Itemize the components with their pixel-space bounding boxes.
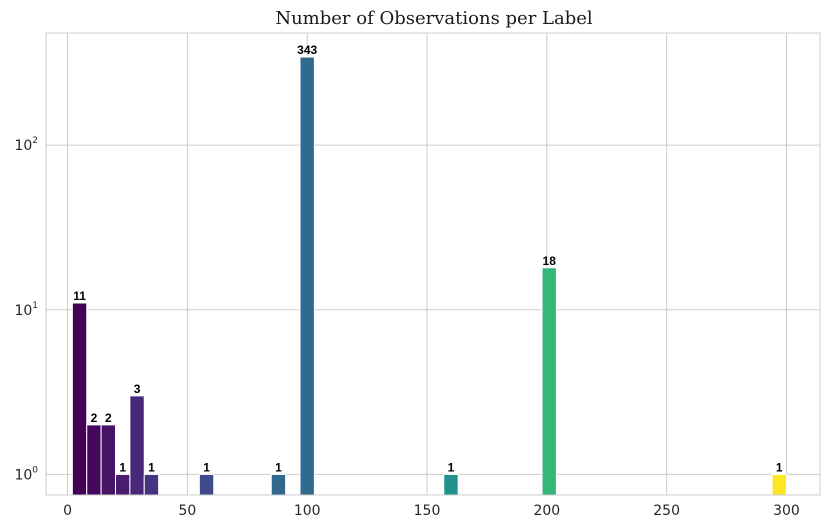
bar-value-label: 343: [297, 43, 317, 57]
x-tick-label: 300: [773, 503, 800, 519]
x-tick-label: 100: [294, 503, 321, 519]
bar-value-label: 1: [203, 460, 210, 474]
y-tick-exponent: 0: [32, 465, 38, 475]
x-tick-label: 150: [414, 503, 441, 519]
x-tick-label: 200: [533, 503, 560, 519]
bar: [270, 473, 287, 496]
bar: [443, 473, 459, 496]
x-tick-label: 50: [178, 503, 196, 519]
bar: [71, 302, 88, 496]
y-tick-label: 101: [14, 301, 38, 319]
bar: [100, 424, 116, 496]
x-axis: 0 50 100 150 200 250 300: [63, 503, 800, 519]
y-tick-base: 10: [14, 138, 32, 154]
bar: [198, 473, 215, 496]
chart-title: Number of Observations per Label: [275, 8, 593, 29]
bar-value-label: 11: [73, 289, 86, 303]
grid: [46, 33, 820, 495]
x-tick-label: 0: [63, 503, 72, 519]
x-tick-label: 250: [653, 503, 680, 519]
bar-value-label: 18: [543, 254, 557, 268]
bar-value-label: 2: [91, 411, 98, 425]
bar: [114, 473, 131, 496]
bar-value-label: 3: [134, 382, 141, 396]
bar-value-label: 1: [448, 460, 455, 474]
y-tick-exponent: 1: [32, 301, 38, 311]
y-tick-label: 100: [14, 465, 38, 483]
bar: [299, 56, 315, 496]
plot-frame: [45, 32, 821, 496]
bar: [771, 473, 787, 496]
bar: [143, 473, 160, 496]
y-tick-exponent: 2: [32, 136, 38, 146]
bar-value-label: 1: [148, 460, 155, 474]
bar: [541, 267, 557, 496]
bar-value-label: 2: [105, 411, 112, 425]
bar-value-label: 1: [275, 460, 282, 474]
bars: [71, 56, 787, 496]
bar-value-label: 1: [776, 460, 783, 474]
y-tick-label: 102: [14, 136, 38, 154]
bar: [129, 395, 145, 496]
y-tick-base: 10: [14, 467, 32, 483]
y-tick-base: 10: [14, 303, 32, 319]
bar: [86, 424, 102, 496]
bar-value-label: 1: [119, 460, 126, 474]
